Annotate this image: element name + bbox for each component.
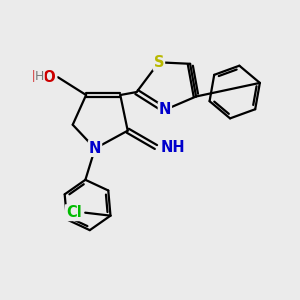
Text: S: S <box>154 55 164 70</box>
Text: NH: NH <box>160 140 185 154</box>
Text: HO: HO <box>32 70 56 85</box>
Text: N: N <box>159 102 171 117</box>
Text: H: H <box>35 70 44 83</box>
Text: Cl: Cl <box>66 205 82 220</box>
Text: N: N <box>89 141 101 156</box>
